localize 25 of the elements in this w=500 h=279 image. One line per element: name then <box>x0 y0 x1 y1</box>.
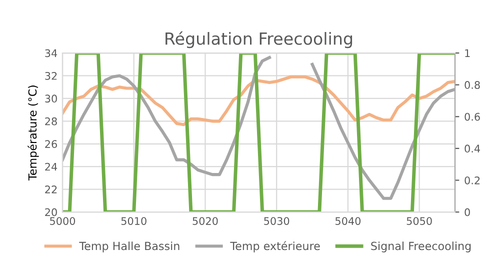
y2-tick-label: 0.8 <box>464 81 480 89</box>
y-tick-label: 32 <box>45 72 57 80</box>
x-tick-label: 5020 <box>192 217 218 225</box>
y2-tick-label: 0.6 <box>464 112 480 121</box>
y-tick-label: 34 <box>45 49 58 58</box>
y-tick-label: 28 <box>45 117 57 126</box>
y-axis-title: Température (°C) <box>28 86 39 181</box>
legend-label: Temp extérieure <box>230 241 320 252</box>
x-tick-label: 5030 <box>264 217 290 225</box>
chart-title: Régulation Freecooling <box>166 31 352 48</box>
y2-tick-label: 1 <box>465 49 470 57</box>
y2-tick-label: 0.4 <box>464 144 480 153</box>
x-tick-label: 5000 <box>50 217 76 225</box>
x-tick-label: 5050 <box>406 217 432 225</box>
y-tick-label: 26 <box>45 140 57 148</box>
x-tick-label: 5010 <box>121 217 146 225</box>
legend-label: Temp Halle Bassin <box>79 242 180 252</box>
x-tick-label: 5040 <box>336 217 361 225</box>
y-tick-label: 20 <box>45 208 57 216</box>
y2-tick-label: 0.2 <box>464 176 480 184</box>
y-tick-label: 30 <box>45 94 57 103</box>
legend-label: Signal Freecooling <box>371 242 471 252</box>
y-tick-label: 22 <box>45 186 57 194</box>
y-tick-label: 24 <box>45 162 58 171</box>
y2-tick-label: 0 <box>464 208 470 216</box>
